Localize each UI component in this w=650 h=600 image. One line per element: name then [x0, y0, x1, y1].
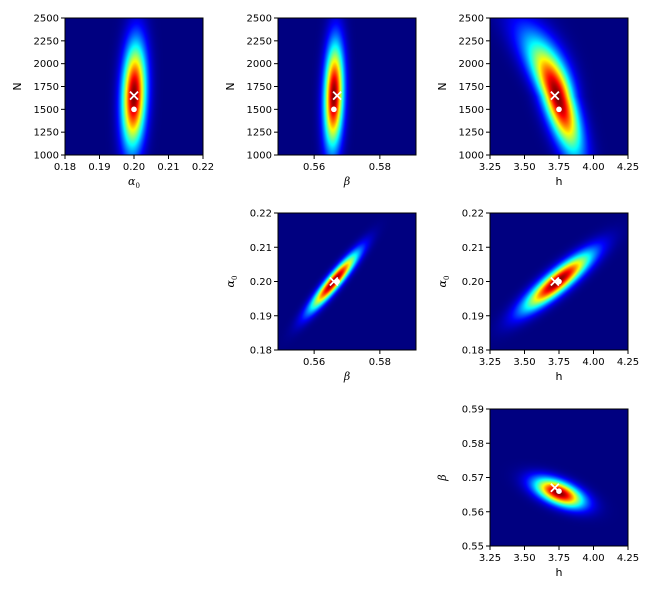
- panel-row1-col3: 3.25 3.50 3.75 4.00 4.25 1000 1250 1500 1750 2000…: [436, 14, 639, 189]
- x-tick-label: 4.25: [617, 553, 639, 564]
- x-tick-label: 0.18: [54, 162, 76, 173]
- panel-row2-col2: 0.56 0.58 0.18 0.19 0.20 0.21 0.22 β α0: [224, 209, 417, 383]
- x-tick-label: 3.25: [479, 357, 501, 368]
- y-tick-label: 2000: [34, 59, 59, 70]
- y-tick-label: 0.58: [462, 439, 484, 450]
- y-tick-label: 0.19: [462, 311, 484, 322]
- y-tick-label: 2000: [247, 59, 272, 70]
- x-axis-label: β: [343, 175, 350, 188]
- y-tick-label: 1500: [34, 105, 59, 116]
- x-tick-label: 3.75: [548, 357, 570, 368]
- x-tick-label: 0.58: [369, 162, 391, 173]
- panel-row1-col1: 0.18 0.19 0.20 0.21 0.22 1000 1250 1500 1750 2000…: [11, 14, 214, 191]
- x-tick-label: 3.75: [548, 162, 570, 173]
- y-tick-label: 0.20: [462, 277, 484, 288]
- x-tick-label: 3.50: [513, 162, 535, 173]
- y-tick-label: 1250: [34, 128, 59, 139]
- y-axis-label: N: [436, 82, 449, 90]
- panel-row1-col2: 0.56 0.58 1000 1250 1500 1750 2000 2250 2500 β N: [224, 14, 417, 188]
- x-tick-label: 3.50: [513, 553, 535, 564]
- y-tick-label: 2250: [247, 36, 272, 47]
- x-tick-label: 3.75: [548, 553, 570, 564]
- y-tick-label: 1750: [34, 82, 59, 93]
- y-tick-label: 1250: [459, 128, 484, 139]
- x-axis-label: h: [556, 566, 563, 579]
- y-axis-label: α0: [224, 276, 239, 288]
- panel-row3-col3: 3.25 3.50 3.75 4.00 4.25 0.55 0.56 0.57 0.58 0.59…: [436, 405, 639, 580]
- dot-marker: [556, 488, 562, 495]
- x-marker: [332, 90, 342, 101]
- y-tick-label: 2500: [459, 14, 484, 25]
- x-marker: [550, 90, 560, 101]
- dot-marker: [556, 106, 562, 113]
- y-tick-label: 1750: [247, 82, 272, 93]
- x-tick-label: 4.00: [582, 357, 604, 368]
- x-tick-label: 0.56: [303, 162, 325, 173]
- heatmap-raster: [490, 409, 628, 546]
- dot-marker: [131, 106, 137, 113]
- x-tick-label: 4.00: [582, 553, 604, 564]
- dot-marker: [334, 278, 340, 285]
- heatmap-raster: [278, 213, 416, 350]
- x-marker: [550, 276, 560, 287]
- x-tick-label: 4.25: [617, 357, 639, 368]
- y-tick-label: 0.57: [462, 473, 484, 484]
- y-tick-label: 0.21: [462, 243, 484, 254]
- y-tick-label: 1250: [247, 128, 272, 139]
- x-tick-label: 3.25: [479, 162, 501, 173]
- y-tick-label: 0.21: [250, 243, 272, 254]
- x-axis-label: h: [556, 175, 563, 188]
- y-tick-label: 1500: [459, 105, 484, 116]
- y-axis-label: α0: [436, 276, 451, 288]
- y-tick-label: 2250: [34, 36, 59, 47]
- y-tick-label: 0.22: [250, 209, 272, 220]
- y-tick-label: 2000: [459, 59, 484, 70]
- x-tick-label: 3.25: [479, 553, 501, 564]
- x-tick-label: 0.20: [123, 162, 145, 173]
- y-tick-label: 2500: [247, 14, 272, 25]
- x-tick-label: 0.19: [88, 162, 110, 173]
- x-tick-label: 4.00: [582, 162, 604, 173]
- panel-row2-col3: 3.25 3.50 3.75 4.00 4.25 0.18 0.19 0.20 0.21 0.22…: [436, 209, 639, 384]
- y-tick-label: 2250: [459, 36, 484, 47]
- y-tick-label: 0.59: [462, 405, 484, 416]
- x-tick-label: 3.50: [513, 357, 535, 368]
- x-axis-label: h: [556, 370, 563, 383]
- y-tick-label: 0.18: [462, 346, 484, 357]
- x-marker: [129, 90, 139, 101]
- y-axis-label: β: [436, 474, 449, 481]
- x-axis-label: β: [343, 370, 350, 383]
- y-tick-label: 1000: [247, 151, 272, 162]
- y-tick-label: 1000: [34, 151, 59, 162]
- heatmap-raster: [278, 18, 416, 155]
- y-tick-label: 0.56: [462, 507, 484, 518]
- y-tick-label: 1000: [459, 151, 484, 162]
- y-axis-label: N: [224, 82, 237, 90]
- x-tick-label: 4.25: [617, 162, 639, 173]
- dot-marker: [331, 106, 337, 113]
- y-tick-label: 0.18: [250, 346, 272, 357]
- y-tick-label: 0.55: [462, 542, 484, 553]
- y-tick-label: 1500: [247, 105, 272, 116]
- heatmap-raster: [65, 18, 203, 155]
- y-tick-label: 0.19: [250, 311, 272, 322]
- x-tick-label: 0.21: [157, 162, 179, 173]
- y-tick-label: 2500: [34, 14, 59, 25]
- dot-marker: [556, 278, 562, 285]
- x-tick-label: 0.58: [369, 357, 391, 368]
- x-tick-label: 0.22: [192, 162, 214, 173]
- y-tick-label: 0.22: [462, 209, 484, 220]
- x-tick-label: 0.56: [303, 357, 325, 368]
- y-tick-label: 0.20: [250, 277, 272, 288]
- x-axis-label: α0: [128, 175, 140, 190]
- y-axis-label: N: [11, 82, 24, 90]
- y-tick-label: 1750: [459, 82, 484, 93]
- heatmap-raster: [490, 18, 628, 155]
